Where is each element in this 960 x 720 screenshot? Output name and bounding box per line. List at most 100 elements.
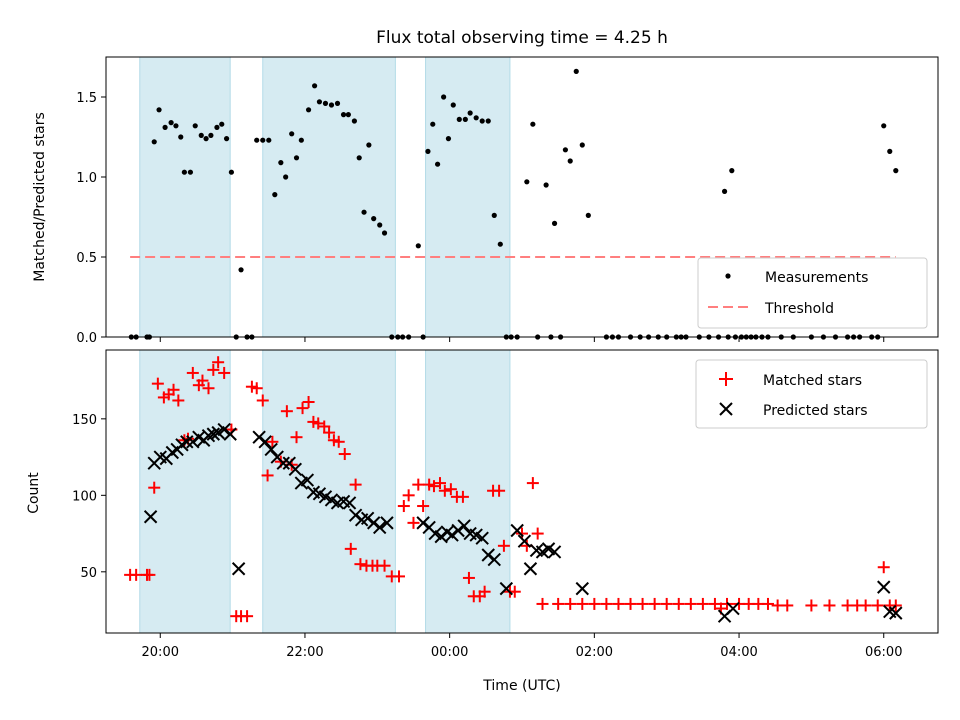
legend-marker-predicted — [719, 402, 733, 416]
measurement-point — [289, 131, 295, 137]
predicted-star-point — [180, 435, 194, 449]
plot-frame — [105, 349, 939, 634]
predicted-star-point — [348, 508, 363, 522]
measurement-point — [381, 230, 388, 236]
measurement-point — [473, 115, 479, 121]
measurement-point — [893, 168, 899, 174]
matched-star-point — [261, 469, 274, 482]
matched-star-point — [323, 426, 336, 439]
matched-star-point — [720, 597, 733, 610]
matched-star-point — [417, 500, 430, 513]
matched-star-point — [332, 435, 345, 448]
predicted-star-point — [575, 581, 589, 596]
measurement-point — [173, 123, 179, 129]
predicted-star-point — [300, 473, 315, 487]
predicted-star-point — [889, 606, 903, 620]
predicted-star-point — [380, 516, 394, 530]
matched-star-point — [172, 394, 185, 407]
legend-box — [695, 359, 928, 429]
matched-star-point — [378, 559, 391, 572]
measurement-point — [371, 216, 377, 222]
measurement-point — [462, 116, 468, 122]
measurement-point — [491, 212, 497, 218]
matched-star-point — [402, 489, 415, 502]
measurement-point — [156, 107, 162, 113]
measurement-point — [530, 121, 536, 127]
measurement-point — [721, 188, 728, 194]
measurement-point — [543, 182, 549, 188]
measurement-point — [441, 94, 447, 100]
measurement-point — [524, 179, 530, 185]
matched-star-point — [312, 417, 325, 430]
matched-star-point — [684, 597, 697, 610]
predicted-star-point — [499, 581, 514, 596]
measurement-point — [340, 112, 347, 118]
measurement-point — [366, 142, 372, 148]
shaded-interval — [139, 56, 231, 338]
measurement-point — [238, 267, 244, 273]
y-axis-ticks: 50 100 150 — [72, 413, 106, 581]
measurement-point — [162, 124, 168, 130]
measurement-point — [345, 112, 351, 118]
matched-star-point — [434, 477, 447, 490]
measurement-point — [312, 83, 318, 89]
count-points — [124, 356, 903, 623]
measurement-point — [430, 121, 436, 127]
x-tick-label: 02:00 — [576, 645, 613, 660]
matched-star-point — [708, 597, 721, 610]
x-tick-label: 06:00 — [865, 645, 902, 660]
legend-label-measurements: Measurements — [765, 270, 868, 286]
shaded-interval — [425, 56, 511, 338]
y-tick-label: 1.5 — [76, 91, 97, 106]
legend-box — [697, 257, 928, 329]
predicted-star-point — [264, 442, 278, 457]
matched-star-point — [344, 542, 357, 555]
matched-star-point — [250, 382, 263, 395]
x-tick-label: 00:00 — [431, 645, 468, 660]
matched-star-point — [696, 597, 709, 610]
matched-star-point — [438, 484, 451, 497]
measurement-point — [223, 136, 230, 142]
measurement-point — [445, 136, 452, 142]
predicted-star-point — [373, 520, 387, 535]
predicted-star-point — [258, 435, 272, 449]
measurement-point — [293, 155, 300, 161]
predicted-star-point — [342, 496, 357, 510]
measurement-point — [151, 139, 157, 145]
predicted-star-point — [201, 428, 216, 443]
legend-label-matched: Matched stars — [763, 373, 862, 389]
y-tick-label: 100 — [72, 489, 97, 504]
matched-star-point — [672, 597, 685, 610]
measurement-point — [187, 169, 194, 175]
matched-star-point — [266, 435, 279, 448]
measurement-point — [198, 132, 204, 138]
predicted-star-point — [451, 523, 465, 538]
matched-star-point — [318, 420, 331, 433]
measurement-point — [450, 102, 456, 108]
predicted-star-point — [475, 531, 489, 545]
y-tick-label: 0.0 — [76, 331, 97, 346]
measurement-point — [361, 209, 367, 215]
matched-star-point — [202, 382, 215, 395]
predicted-star-point — [517, 534, 532, 548]
matched-star-point — [427, 480, 440, 493]
matched-star-point — [871, 599, 884, 612]
shaded-interval — [262, 349, 396, 634]
legend-marker-measurements — [725, 273, 731, 279]
matched-star-point — [241, 610, 254, 623]
matched-star-point — [648, 597, 661, 610]
matched-star-point — [478, 585, 491, 598]
observation-shading — [139, 56, 511, 338]
x-tick-label: 04:00 — [720, 645, 757, 660]
measurement-point — [579, 142, 585, 148]
predicted-star-point — [547, 545, 562, 559]
predicted-star-point — [487, 552, 501, 567]
plot-frame — [105, 56, 939, 338]
y-tick-label: 50 — [80, 566, 97, 581]
predicted-star-point — [726, 601, 740, 616]
matched-star-point — [493, 484, 506, 497]
predicted-star-point — [206, 427, 221, 441]
matched-star-point — [338, 448, 351, 461]
